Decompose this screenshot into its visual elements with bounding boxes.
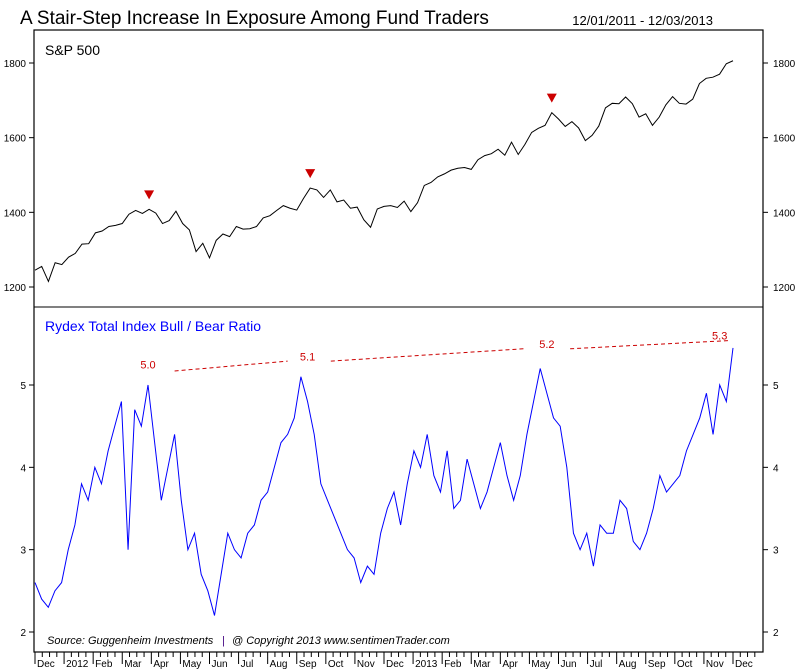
x-tick-label: Oct (328, 659, 344, 670)
x-tick-label: Oct (677, 659, 693, 670)
y-tick-label-right: 1600 (773, 134, 796, 145)
x-tick-label: Mar (124, 659, 142, 670)
y-tick-label-left: 1200 (4, 283, 27, 294)
series-line (34, 347, 734, 616)
peak-annotation: 5.1 (300, 351, 315, 363)
x-tick-label: Aug (619, 659, 637, 670)
footer-separator: | (222, 635, 225, 647)
trend-line-dashed (174, 360, 288, 372)
x-tick-label: 2013 (415, 659, 438, 670)
peak-marker-triangle (305, 169, 316, 179)
trend-line-dashed (570, 340, 730, 350)
x-tick-label: Feb (444, 659, 462, 670)
y-tick-label-left: 1600 (4, 134, 27, 145)
x-tick-label: Dec (386, 659, 404, 670)
y-tick-label-left: 4 (20, 463, 26, 474)
footer-source: Source: Guggenheim Investments (47, 635, 214, 647)
x-tick-label: May (182, 659, 201, 670)
y-tick-label-right: 4 (773, 463, 779, 474)
x-tick-label: Aug (270, 659, 288, 670)
peak-marker-triangle (144, 190, 155, 200)
y-tick-label-right: 1800 (773, 59, 796, 70)
x-tick-label: Jul (590, 659, 603, 670)
x-tick-label: May (531, 659, 550, 670)
peak-annotation: 5.3 (712, 331, 727, 343)
y-tick-label-right: 2 (773, 628, 779, 639)
y-tick-label-left: 5 (20, 381, 26, 392)
x-tick-label: Mar (473, 659, 491, 670)
y-tick-label-left: 1400 (4, 208, 27, 219)
x-tick-label: Jun (561, 659, 577, 670)
x-tick-label: Dec (37, 659, 55, 670)
x-tick-label: Sep (648, 659, 666, 670)
y-tick-label-right: 3 (773, 546, 779, 557)
x-tick-label: Feb (95, 659, 113, 670)
chart-title: A Stair-Step Increase In Exposure Among … (20, 8, 489, 29)
trend-line-dashed (330, 348, 524, 362)
y-tick-label-right: 5 (773, 381, 779, 392)
panel-label: Rydex Total Index Bull / Bear Ratio (45, 318, 261, 334)
x-tick-label: Nov (357, 659, 375, 670)
peak-annotation: 5.0 (140, 360, 155, 372)
date-range: 12/01/2011 - 12/03/2013 (572, 13, 713, 28)
y-tick-label-right: 1400 (773, 208, 796, 219)
y-tick-label-left: 1800 (4, 59, 27, 70)
y-tick-label-left: 2 (20, 628, 26, 639)
x-tick-label: Jun (212, 659, 228, 670)
footer-copyright: @ Copyright 2013 www.sentimenTrader.com (232, 635, 450, 647)
y-tick-label-right: 1200 (773, 283, 796, 294)
x-tick-label: Dec (735, 659, 753, 670)
y-tick-label-left: 3 (20, 546, 26, 557)
peak-annotation: 5.2 (539, 339, 554, 351)
x-tick-label: Apr (153, 659, 169, 670)
series-line (34, 60, 734, 283)
x-tick-label: 2012 (66, 659, 89, 670)
x-tick-label: Sep (299, 659, 317, 670)
panel-label: S&P 500 (45, 42, 100, 58)
x-tick-label: Apr (502, 659, 518, 670)
peak-marker-triangle (546, 93, 557, 103)
x-tick-label: Jul (241, 659, 254, 670)
x-tick-label: Nov (706, 659, 724, 670)
